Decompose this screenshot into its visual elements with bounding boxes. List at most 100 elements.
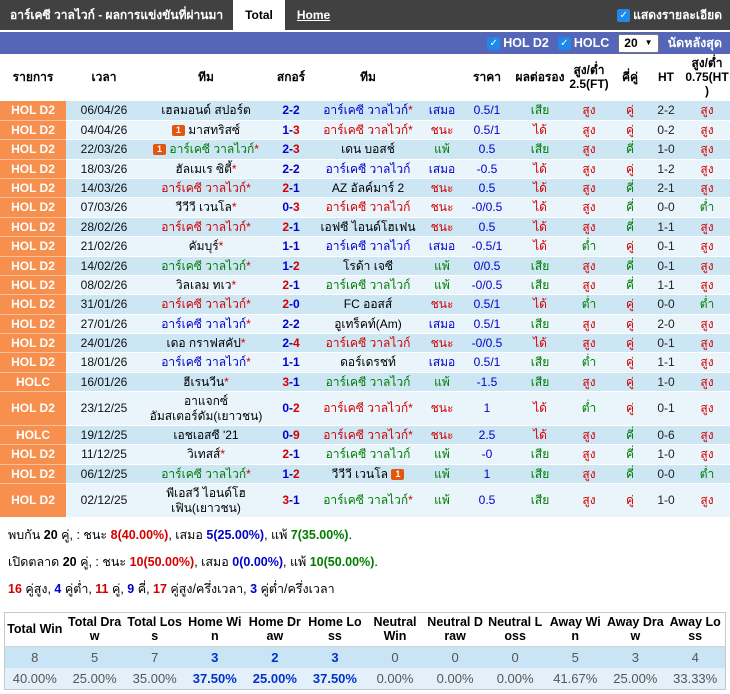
odds-cell: -0/0.5 [460, 333, 514, 354]
odds-cell: 0.5 [460, 139, 514, 160]
team-name: อาร์เคซี วาลไวก์ [161, 219, 247, 234]
stats-header-11: Away Loss [665, 612, 726, 647]
summary-text: คู่สูง/ครึ่งเวลา, [166, 581, 251, 596]
score-cell: 2-1 [270, 178, 312, 199]
stats-header-10: Away Draw [605, 612, 666, 647]
table-row: HOL D2 24/01/26 เดอ กราฟสคัป* 2-4 อาร์เคซี ว… [0, 333, 730, 354]
odds-cell: 0.5/1 [460, 120, 514, 141]
odd-even-cell: คู่ [612, 372, 648, 393]
away-team-cell: อาร์เคซี วาลไวก์ [312, 444, 424, 465]
star-marker: * [231, 277, 237, 292]
over-under-25-cell: สูง [566, 483, 612, 518]
halftime-score-cell: 2-0 [648, 314, 684, 335]
score-cell: 2-0 [270, 294, 312, 315]
home-team-cell: เอชเอสซี '21 [142, 425, 270, 446]
stats-count-cell: 0 [485, 646, 546, 668]
league-cell: HOL D2 [0, 256, 66, 276]
halftime-score-cell: 0-6 [648, 425, 684, 446]
checkbox-checked-icon[interactable]: ✓ [617, 8, 631, 22]
col-header-10: HT [648, 54, 684, 102]
score-cell: 1-2 [270, 256, 312, 276]
halftime-score-cell: 0-1 [648, 256, 684, 276]
col-header-11: สูง/ต่ำ 0.75(HT) [684, 54, 730, 102]
tab-total[interactable]: Total [233, 0, 285, 30]
over-under-25-cell: สูง [566, 197, 612, 218]
over-under-25-cell: สูง [566, 159, 612, 179]
away-team-cell: อาร์เคซี วาลไวก์ [312, 236, 424, 257]
stats-percent-cell: 35.00% [124, 667, 185, 690]
away-team-cell: อาร์เคซี วาลไวก์ [312, 197, 424, 218]
result-cell: แพ้ [424, 139, 460, 160]
stats-count-cell: 3 [184, 646, 245, 668]
over-under-25-cell: สูง [566, 425, 612, 446]
odd-even-cell: คี่ [612, 275, 648, 296]
halftime-score-cell: 2-2 [648, 101, 684, 121]
col-header-5 [424, 54, 460, 102]
star-marker: * [246, 316, 251, 331]
over-under-25-cell: สูง [566, 333, 612, 354]
result-cell: ชนะ [424, 294, 460, 315]
league-cell: HOL D2 [0, 314, 66, 335]
stats-count-cell: 3 [304, 646, 365, 668]
show-details-toggle[interactable]: ✓ แสดงรายละเอียด [609, 0, 730, 30]
team-name: วีวีวี เวนโล [175, 200, 232, 215]
checkbox-checked-icon[interactable]: ✓ [487, 36, 501, 50]
filter-league-hold2[interactable]: ✓ HOL D2 [487, 36, 549, 50]
home-team-cell: คัมบุร์* [142, 236, 270, 257]
summary-text: คู่, [108, 581, 128, 596]
match-count-select[interactable]: 20 ▼ [618, 33, 659, 53]
titlebar-spacer [342, 0, 609, 30]
team-name: เอฟซี ไอนด์โฮเฟน [320, 219, 416, 234]
over-under-25-cell: สูง [566, 217, 612, 238]
summary-text: 10(50.00%) [309, 554, 375, 569]
score-cell: 0-9 [270, 425, 312, 446]
result-cell: แพ้ [424, 483, 460, 518]
summary-text: . [348, 527, 352, 542]
filter-league-holc[interactable]: ✓ HOLC [557, 36, 609, 50]
table-row: HOLC 19/12/25 เอชเอสซี '21 0-9 อาร์เคซี วาลไ… [0, 425, 730, 446]
team-name: อาร์เคซี วาลไวก์ [325, 374, 411, 389]
away-team-cell: อาร์เคซี วาลไวก์* [312, 483, 424, 518]
handicap-result-cell: เสีย [514, 352, 566, 373]
summary-text: 10(50.00%) [129, 554, 195, 569]
summary-text: เปิดตลาด [8, 554, 63, 569]
star-marker: * [231, 161, 237, 176]
date-cell: 18/01/26 [66, 352, 142, 373]
team-name: ฮัลเมเร ซิตี้ [175, 161, 232, 176]
result-cell: ชนะ [424, 425, 460, 446]
team-name: อาร์เคซี วาลไวก์ [323, 103, 409, 118]
handicap-result-cell: ได้ [514, 333, 566, 354]
summary-text: คู่สูง, [21, 581, 55, 596]
summary-text: 0(0.00%) [232, 554, 284, 569]
score-cell: 3-1 [270, 483, 312, 518]
halftime-score-cell: 1-1 [648, 352, 684, 373]
table-row: HOL D2 11/12/25 วิเทสส์* 2-1 อาร์เคซี วาลไวก… [0, 444, 730, 465]
date-cell: 02/12/25 [66, 483, 142, 518]
star-marker: * [231, 200, 237, 215]
stats-count-cell: 3 [605, 646, 666, 668]
odd-even-cell: คู่ [612, 236, 648, 257]
over-under-25-cell: สูง [566, 139, 612, 160]
date-cell: 14/02/26 [66, 256, 142, 276]
stats-header-0: Total Win [4, 612, 65, 647]
home-team-cell: 1 อาร์เคซี วาลไวก์* [142, 139, 270, 160]
stats-percent-cell: 0.00% [425, 667, 486, 690]
odd-even-cell: คี่ [612, 197, 648, 218]
date-cell: 11/12/25 [66, 444, 142, 465]
summary-text: 11 [95, 581, 109, 596]
score-cell: 1-1 [270, 352, 312, 373]
star-marker: * [224, 374, 229, 389]
over-under-075-cell: สูง [684, 391, 730, 427]
league-cell: HOL D2 [0, 178, 66, 199]
date-cell: 24/01/26 [66, 333, 142, 354]
stats-count-cell: 5 [545, 646, 606, 668]
date-cell: 22/03/26 [66, 139, 142, 160]
tab-home[interactable]: Home [296, 8, 331, 22]
star-marker: * [408, 122, 413, 137]
star-marker: * [246, 258, 251, 273]
handicap-result-cell: เสีย [514, 275, 566, 296]
table-row: HOL D2 27/01/26 อาร์เคซี วาลไวก์* 2-2 อูเทร็… [0, 314, 730, 335]
date-cell: 07/03/26 [66, 197, 142, 218]
handicap-result-cell: เสีย [514, 444, 566, 465]
checkbox-checked-icon[interactable]: ✓ [557, 36, 571, 50]
